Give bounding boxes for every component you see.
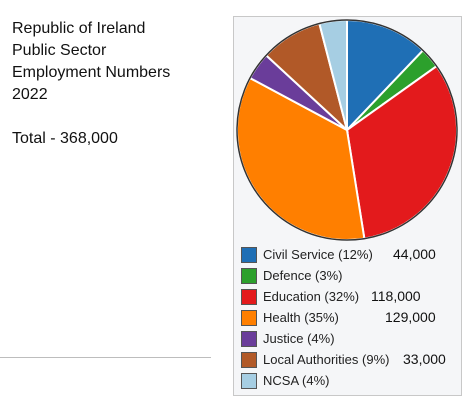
employment-count-label: 129,000: [385, 309, 436, 325]
pie-chart: [236, 18, 458, 242]
chart-title-line-4: 2022: [12, 86, 48, 103]
legend-swatch: [241, 373, 257, 389]
chart-title-line-2: Public Sector: [12, 42, 107, 59]
legend-swatch: [241, 331, 257, 347]
legend-swatch: [241, 289, 257, 305]
chart-title-line-1: Republic of Ireland: [12, 20, 146, 37]
legend-swatch: [241, 247, 257, 263]
legend-label: Civil Service (12%): [263, 247, 373, 262]
divider-line: [0, 357, 211, 358]
title-block: Republic of Ireland Public Sector Employ…: [12, 18, 212, 150]
legend-swatch: [241, 268, 257, 284]
legend-swatch: [241, 352, 257, 368]
total-employment: Total - 368,000: [12, 130, 118, 147]
employment-count-label: 44,000: [393, 246, 436, 262]
pie-outline: [236, 19, 458, 241]
legend-label: Health (35%): [263, 310, 339, 325]
legend-label: Defence (3%): [263, 268, 343, 283]
chart-panel: Civil Service (12%) 44,000 Defence (3%) Edu…: [233, 16, 462, 396]
legend-label: Justice (4%): [263, 331, 335, 346]
employment-count-label: 33,000: [403, 351, 446, 367]
legend-label: Education (32%): [263, 289, 360, 304]
legend-label: NCSA (4%): [263, 373, 330, 388]
legend-swatch: [241, 310, 257, 326]
legend-label: Local Authorities (9%): [263, 352, 390, 367]
employment-count-label: 118,000: [371, 288, 421, 304]
chart-title-line-3: Employment Numbers: [12, 64, 171, 81]
